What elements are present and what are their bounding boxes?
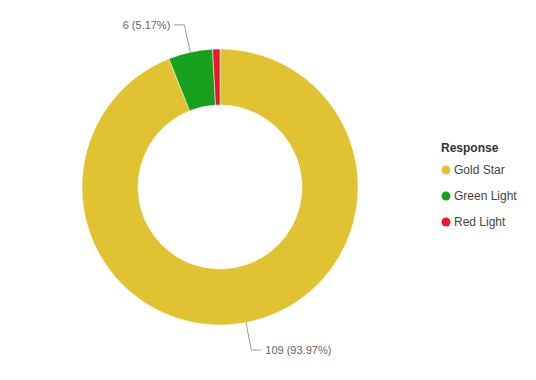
leader-line: [174, 25, 190, 52]
legend-item: Gold Star: [442, 163, 505, 177]
legend-label: Green Light: [454, 189, 517, 203]
legend-item: Green Light: [442, 189, 518, 203]
plot: [82, 49, 358, 325]
legend-label: Red Light: [454, 215, 506, 229]
data-label: 6 (5.17%): [123, 19, 171, 31]
legend: Response Gold Star Green Light Red Light: [441, 141, 517, 229]
legend-label: Gold Star: [454, 163, 505, 177]
slice: [213, 49, 220, 105]
slice: [169, 49, 216, 111]
data-labels: 109 (93.97%) 6 (5.17%): [123, 19, 332, 356]
chart: 109 (93.97%) 6 (5.17%) Response Gold Star Gr…: [0, 0, 536, 380]
legend-swatch: [442, 192, 451, 201]
legend-swatch: [442, 166, 451, 175]
legend-title: Response: [441, 141, 499, 155]
legend-swatch: [442, 218, 451, 227]
slice: [82, 49, 358, 325]
legend-item: Red Light: [442, 215, 507, 229]
leader-line: [246, 323, 261, 350]
data-label: 109 (93.97%): [265, 344, 331, 356]
